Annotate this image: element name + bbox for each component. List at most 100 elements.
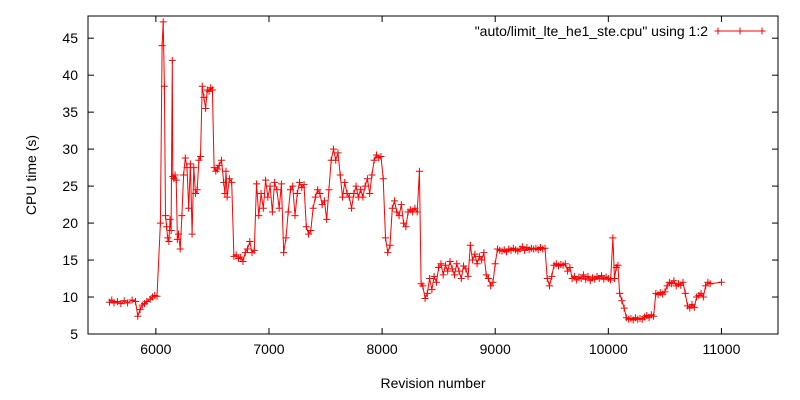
data-point [314,186,322,194]
data-point [379,175,387,183]
data-point [268,208,276,216]
plot-frame [87,15,779,335]
data-point [366,189,374,197]
data-point [400,219,408,227]
data-point [411,204,419,212]
data-point [262,176,270,184]
data-point [185,204,193,212]
data-point [348,204,356,212]
data-point [190,164,198,172]
data-point [174,230,182,238]
data-point [702,282,710,290]
y-tick-label: 10 [62,289,78,305]
data-point [446,258,454,266]
data-point [200,93,208,101]
data-point [228,178,236,186]
data-point [172,176,180,184]
data-point [706,280,714,288]
data-point [110,299,118,307]
data-point [487,282,495,290]
data-point [609,234,617,242]
series-line [109,21,722,321]
data-point [210,164,218,172]
data-point [437,260,445,268]
data-point [166,215,174,223]
y-axis-label: CPU time (s) [23,135,39,215]
y-tick-label: 35 [62,104,78,120]
data-point [291,212,299,220]
data-point [266,182,274,190]
data-point [286,186,294,194]
data-point [159,18,167,26]
data-point [180,171,188,179]
data-point [277,180,285,188]
data-point [117,300,125,308]
legend-marker [736,27,744,35]
data-point [618,297,626,305]
data-point [165,238,173,246]
data-point [339,193,347,201]
data-point [395,212,403,220]
data-point [357,186,365,194]
data-point [186,160,194,168]
data-point [273,186,281,194]
data-point [663,282,671,290]
data-point [215,161,223,169]
data-point [223,193,231,201]
data-point [484,275,492,283]
legend-marker [714,27,722,35]
data-point [546,282,554,290]
legend-markers [714,27,766,35]
data-point [480,249,488,257]
data-point [564,267,572,275]
data-point [421,295,429,303]
data-point [167,226,175,234]
data-point [543,275,551,283]
data-point [176,245,184,253]
legend: "auto/limit_lte_he1_ste.cpu" using 1:2 [475,23,766,39]
data-point [222,167,230,175]
data-point [475,252,483,260]
data-point [717,278,725,286]
data-point [243,245,251,253]
data-point [466,241,474,249]
y-tick-label: 5 [70,326,78,342]
data-point [241,249,249,257]
y-tick-label: 45 [62,30,78,46]
data-point [423,289,431,297]
data-point [384,249,392,257]
data-point [386,241,394,249]
data-point [311,193,319,201]
data-point [391,197,399,205]
data-point [198,82,206,90]
data-point [432,278,440,286]
data-point [323,215,331,223]
data-point [237,253,245,261]
data-point [478,256,486,264]
data-point [614,261,622,269]
data-point [377,153,385,161]
data-point [246,238,254,246]
data-point [441,261,449,269]
data-point [681,289,689,297]
data-point [352,182,360,190]
x-tick-label: 11000 [702,341,740,357]
data-point [225,175,233,183]
data-point [305,230,313,238]
data-point [393,208,401,216]
data-point [350,189,358,197]
data-point [650,312,658,320]
data-point [136,306,144,314]
data-point [453,260,461,268]
y-tick-label: 40 [62,67,78,83]
data-point [164,234,172,242]
data-point [161,212,169,220]
x-tick-label: 9000 [480,341,511,357]
data-point [275,204,283,212]
data-point [435,263,443,271]
data-point [471,250,479,258]
data-point [402,223,410,231]
data-point [195,156,203,164]
data-point [541,244,549,252]
legend-marker [758,27,766,35]
